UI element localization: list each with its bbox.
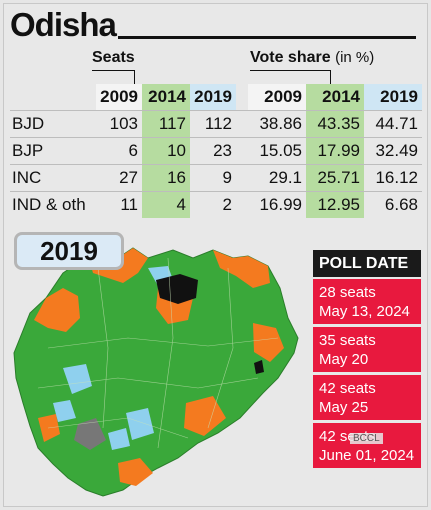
seats-year-2019: 2019 bbox=[190, 84, 236, 111]
seats-cell: 2 bbox=[190, 191, 236, 218]
vote-cell: 6.68 bbox=[364, 191, 422, 218]
party-name: BJD bbox=[10, 110, 96, 138]
seats-cell: 117 bbox=[142, 110, 190, 138]
vote-cell: 15.05 bbox=[248, 137, 306, 165]
phase-date: June 01, 2024 bbox=[319, 447, 415, 464]
phase-seats: 42 seats bbox=[319, 380, 376, 397]
phase-date: May 20 bbox=[319, 351, 369, 368]
seats-cell: 23 bbox=[190, 137, 236, 165]
vote-year-2014: 2014 bbox=[306, 84, 364, 111]
map-region-other bbox=[74, 418, 106, 450]
vote-header-label: Vote share bbox=[250, 49, 331, 66]
phase-seats: 35 seats bbox=[319, 332, 376, 349]
seats-header: Seats bbox=[92, 50, 135, 66]
odisha-constituency-map bbox=[13, 247, 299, 497]
seats-header-label: Seats bbox=[92, 49, 135, 66]
page-title: Odisha bbox=[10, 6, 117, 43]
party-col-header bbox=[10, 84, 96, 111]
table-row: IND & oth 11 4 2 16.99 12.95 6.68 bbox=[10, 191, 422, 218]
map-region-inc-far-south bbox=[108, 428, 130, 450]
vote-year-2019: 2019 bbox=[364, 84, 422, 111]
table-row: BJD 103 117 112 38.86 43.35 44.71 bbox=[10, 110, 422, 138]
watermark: BCCL bbox=[350, 433, 383, 444]
vote-cell: 12.95 bbox=[306, 191, 364, 218]
seats-header-rule bbox=[92, 70, 134, 71]
map-region-bjp-south bbox=[184, 396, 226, 436]
phase-date: May 25 bbox=[319, 399, 369, 416]
seats-year-2014: 2014 bbox=[142, 84, 190, 111]
vote-header-tick bbox=[330, 70, 331, 84]
seats-cell: 4 bbox=[142, 191, 190, 218]
seats-cell: 11 bbox=[96, 191, 142, 218]
seats-cell: 27 bbox=[96, 164, 142, 192]
seats-year-2009: 2009 bbox=[96, 84, 142, 111]
vote-cell: 29.1 bbox=[248, 164, 306, 192]
map-region-inc-south bbox=[126, 408, 154, 440]
seats-cell: 6 bbox=[96, 137, 142, 165]
poll-date-panel: POLL DATE 28 seats May 13, 2024 35 seats… bbox=[313, 250, 421, 497]
vote-cell: 16.99 bbox=[248, 191, 306, 218]
vote-cell: 32.49 bbox=[364, 137, 422, 165]
poll-phase-4: 42 seats June 01, 2024 bbox=[313, 423, 421, 468]
seats-cell: 9 bbox=[190, 164, 236, 192]
vote-header-rule bbox=[250, 70, 330, 71]
vote-cell: 44.71 bbox=[364, 110, 422, 138]
vote-header: Vote share (in %) bbox=[250, 50, 374, 66]
poll-phase-2: 35 seats May 20 bbox=[313, 327, 421, 372]
party-name: BJP bbox=[10, 137, 96, 165]
map-region-bjp-west bbox=[34, 288, 80, 332]
seats-header-tick bbox=[134, 70, 135, 84]
poll-phase-1: 28 seats May 13, 2024 bbox=[313, 279, 421, 324]
poll-phase-3: 42 seats May 25 bbox=[313, 375, 421, 420]
vote-cell: 25.71 bbox=[306, 164, 364, 192]
map-region-black-north bbox=[156, 274, 198, 304]
table-header-row: 2009 2014 2019 2009 2014 2019 bbox=[10, 84, 422, 111]
map-region-bjp-east bbox=[253, 323, 284, 362]
map-region-inc-southwest bbox=[53, 400, 76, 422]
phase-seats: 28 seats bbox=[319, 284, 376, 301]
vote-year-2009: 2009 bbox=[248, 84, 306, 111]
map-boundaries bbox=[37, 257, 279, 449]
poll-date-heading: POLL DATE bbox=[313, 250, 421, 277]
vote-cell: 38.86 bbox=[248, 110, 306, 138]
seats-cell: 10 bbox=[142, 137, 190, 165]
table-row: BJP 6 10 23 15.05 17.99 32.49 bbox=[10, 137, 422, 165]
table-row: INC 27 16 9 29.1 25.71 16.12 bbox=[10, 164, 422, 192]
map-region-bjp-northeast bbox=[213, 250, 270, 288]
map-year-label: 2019 bbox=[14, 232, 124, 270]
seats-cell: 112 bbox=[190, 110, 236, 138]
seats-cell: 16 bbox=[142, 164, 190, 192]
vote-cell: 43.35 bbox=[306, 110, 364, 138]
party-name: IND & oth bbox=[10, 191, 96, 218]
vote-cell: 16.12 bbox=[364, 164, 422, 192]
map-region-black-east bbox=[254, 360, 264, 374]
map-region-bjp-coast bbox=[118, 458, 153, 486]
vote-cell: 17.99 bbox=[306, 137, 364, 165]
vote-header-unit: (in %) bbox=[335, 49, 375, 66]
phase-date: May 13, 2024 bbox=[319, 303, 410, 320]
title-rule bbox=[118, 36, 416, 39]
party-name: INC bbox=[10, 164, 96, 192]
results-table: 2009 2014 2019 2009 2014 2019 BJD 103 11… bbox=[10, 84, 422, 218]
map-region-inc-west bbox=[63, 364, 92, 394]
seats-cell: 103 bbox=[96, 110, 142, 138]
